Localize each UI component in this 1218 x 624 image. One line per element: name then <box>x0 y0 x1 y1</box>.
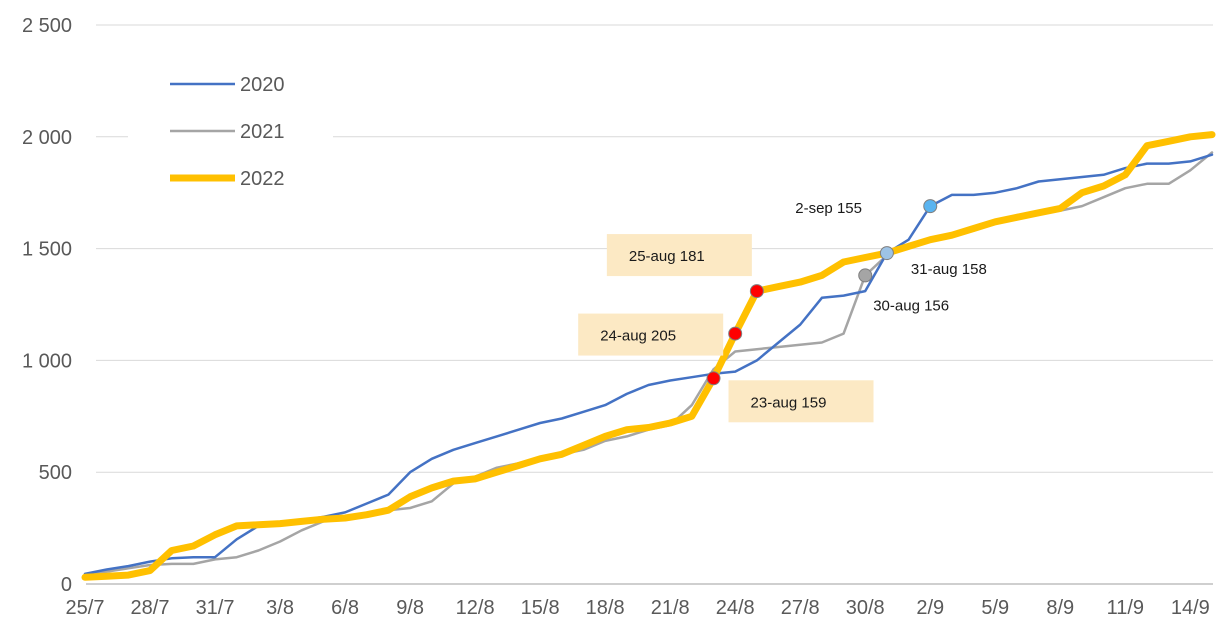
annotation-marker <box>749 284 764 299</box>
y-tick-label: 0 <box>61 574 72 596</box>
series-line-2020 <box>83 153 1214 576</box>
annotation-marker <box>879 246 894 261</box>
x-tick-label: 24/8 <box>716 597 755 619</box>
annotation-box <box>728 380 874 423</box>
x-tick-label: 31/7 <box>196 597 235 619</box>
annotation-marker <box>728 326 743 341</box>
legend: 2020 2021 2022 <box>128 60 333 200</box>
y-tick-label: 500 <box>39 462 72 484</box>
series-line-2021 <box>83 151 1214 577</box>
legend-label-2021: 2021 <box>240 121 285 143</box>
x-tick-label: 5/9 <box>981 597 1009 619</box>
x-tick-label: 8/9 <box>1046 597 1074 619</box>
x-tick-label: 9/8 <box>396 597 424 619</box>
x-tick-label: 3/8 <box>266 597 294 619</box>
series-lines <box>81 131 1216 581</box>
x-axis-tick-labels: 25/7 28/7 31/7 3/8 6/8 9/8 12/8 15/8 18/8 21/8 24/… <box>66 597 1210 619</box>
y-axis-tick-labels: 0 500 1 000 1 500 2 000 2 500 <box>22 15 72 596</box>
x-tick-label: 30/8 <box>846 597 885 619</box>
x-tick-label: 27/8 <box>781 597 820 619</box>
annotation-label: 31-aug 158 <box>911 261 987 278</box>
annotation-marker <box>706 371 721 386</box>
y-tick-label: 2 500 <box>22 15 72 37</box>
y-tick-label: 1 000 <box>22 350 72 372</box>
series-line-2022 <box>81 131 1216 581</box>
annotation-label: 24-aug 205 <box>600 328 676 345</box>
x-tick-label: 12/8 <box>456 597 495 619</box>
x-tick-label: 18/8 <box>586 597 625 619</box>
annotation-label: 25-aug 181 <box>629 248 705 265</box>
x-tick-label: 2/9 <box>916 597 944 619</box>
annotation-label: 30-aug 156 <box>873 297 949 314</box>
y-tick-label: 1 500 <box>22 239 72 261</box>
x-tick-label: 11/9 <box>1107 597 1144 619</box>
annotation-label: 2-sep 155 <box>795 200 862 217</box>
annotation-box <box>606 234 752 277</box>
x-tick-label: 6/8 <box>331 597 359 619</box>
annotation-label: 23-aug 159 <box>751 394 827 411</box>
annotations: 23-aug 159 24-aug 205 25-aug 181 30-aug 156… <box>578 199 987 423</box>
annotation-marker <box>923 199 938 214</box>
x-tick-label: 21/8 <box>651 597 690 619</box>
x-tick-label: 14/9 <box>1171 597 1210 619</box>
annotation-box <box>578 313 724 356</box>
y-tick-label: 2 000 <box>22 127 72 149</box>
legend-label-2020: 2020 <box>240 74 285 96</box>
x-tick-label: 28/7 <box>131 597 170 619</box>
x-tick-label: 15/8 <box>521 597 560 619</box>
legend-label-2022: 2022 <box>240 168 285 190</box>
x-tick-label: 25/7 <box>66 597 105 619</box>
annotation-marker <box>858 268 873 283</box>
